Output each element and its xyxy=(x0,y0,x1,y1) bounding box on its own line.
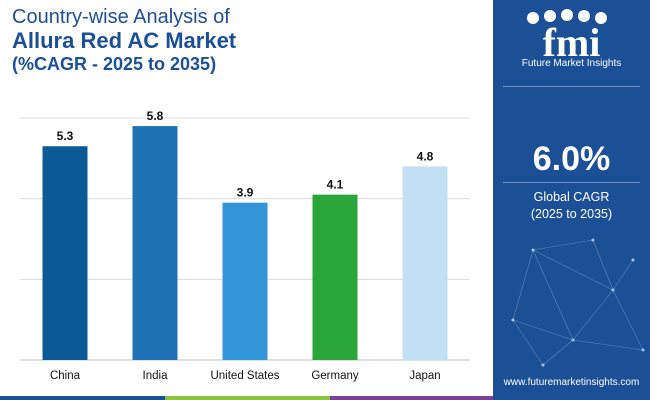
bar-united-states xyxy=(222,202,268,360)
cagr-period: (2025 to 2035) xyxy=(530,207,613,221)
network-graphic xyxy=(511,238,645,367)
cagr-label: Global CAGR xyxy=(533,190,610,204)
logo-letters: fmi xyxy=(543,20,601,65)
chart-title-line1: Country-wise Analysis of xyxy=(12,6,230,28)
data-label: 4.1 xyxy=(327,178,344,192)
chart-title-line3: (%CAGR - 2025 to 2035) xyxy=(12,54,217,74)
fmi-logo: fmi xyxy=(527,9,607,65)
x-tick-label: India xyxy=(143,370,169,382)
x-tick-label: Japan xyxy=(409,370,440,382)
divider xyxy=(503,182,640,183)
sidebar-panel: fmi Future Market Insights 6.0% Global C… xyxy=(493,0,650,400)
cagr-value: 6.0% xyxy=(532,140,611,178)
bar-chart: 5.3 China 5.8 India 3.9 United States 4.1 Germa… xyxy=(20,109,470,382)
x-tick-label: Germany xyxy=(311,370,359,382)
bar-china xyxy=(42,146,88,360)
chart-title-line2: Allura Red AC Market xyxy=(12,28,237,53)
x-tick-label: United States xyxy=(210,370,279,382)
data-label: 4.8 xyxy=(417,149,434,163)
data-label: 5.3 xyxy=(57,129,74,143)
x-tick-label: China xyxy=(50,370,81,382)
bar-india xyxy=(132,126,178,360)
logo-name: Future Market Insights xyxy=(521,58,622,69)
color-stripe xyxy=(330,396,493,400)
bar-germany xyxy=(312,194,358,360)
website-link[interactable]: www.futuremarketinsights.com xyxy=(503,377,640,388)
data-label: 3.9 xyxy=(237,186,254,200)
divider xyxy=(503,86,640,87)
data-label: 5.8 xyxy=(147,109,164,123)
bar-japan xyxy=(402,166,448,360)
color-stripe xyxy=(0,396,165,400)
color-stripe xyxy=(165,396,330,400)
